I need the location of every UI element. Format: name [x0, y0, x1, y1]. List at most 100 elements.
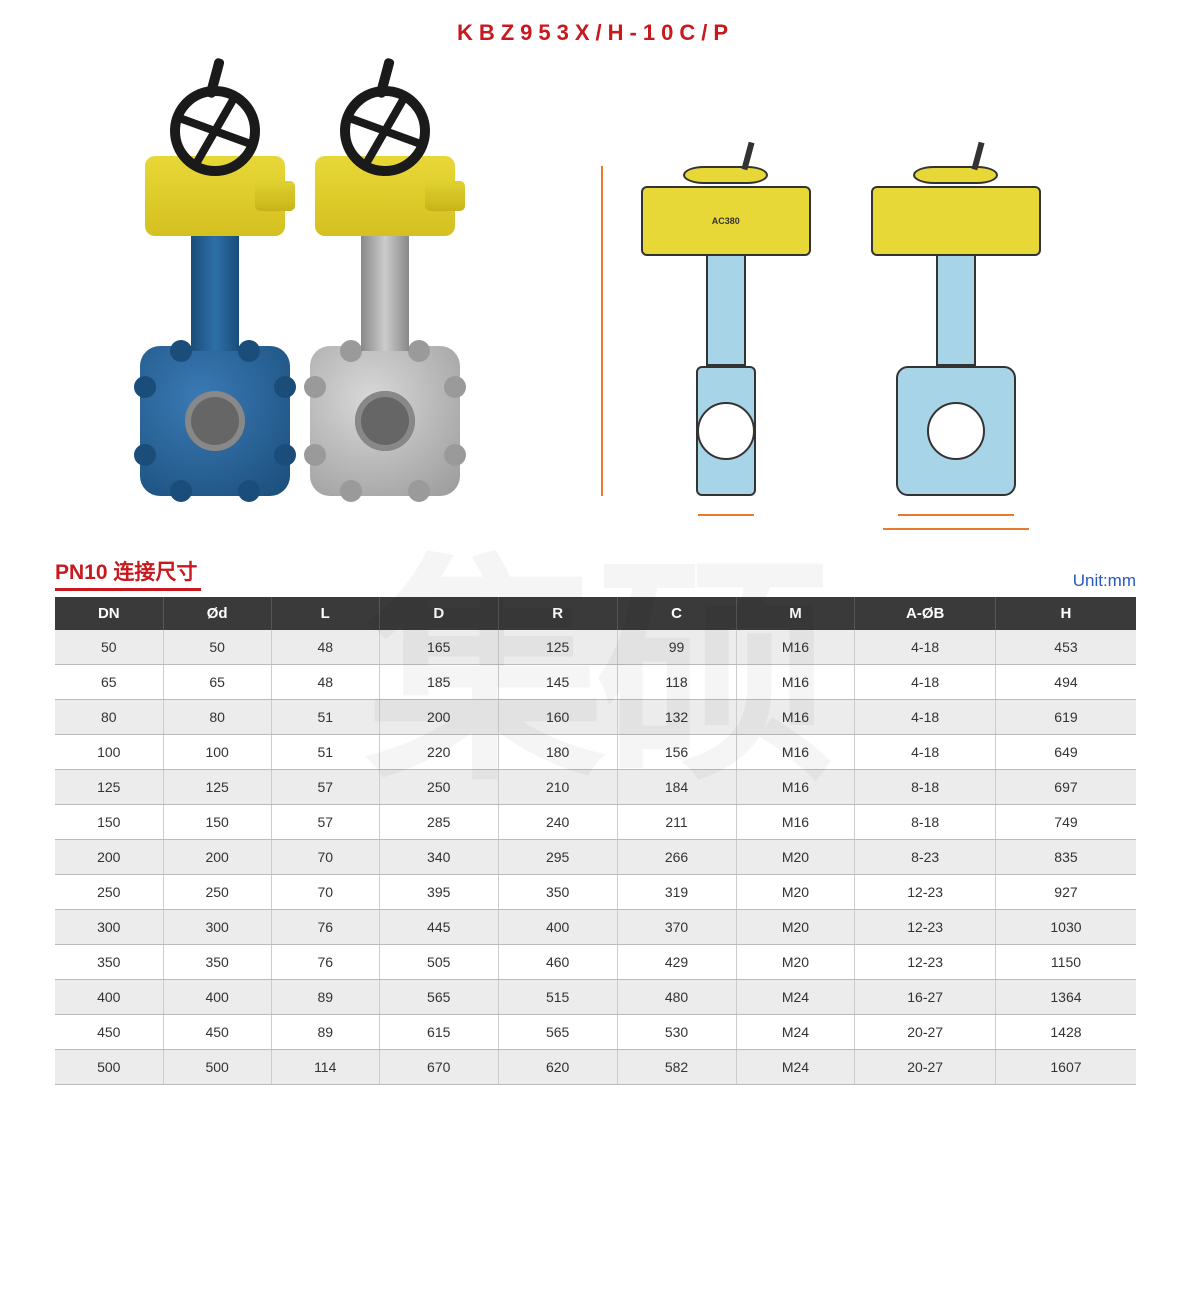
actuator-outline: AC380	[641, 186, 811, 256]
table-title: PN10 连接尺寸	[55, 556, 201, 591]
drawing-group: AC380	[631, 166, 1051, 496]
table-cell: 80	[163, 700, 271, 735]
table-cell: M24	[736, 1050, 855, 1085]
table-cell: M16	[736, 700, 855, 735]
handwheel-outline	[913, 166, 998, 184]
col-header: A-ØB	[855, 597, 996, 630]
table-cell: 100	[163, 735, 271, 770]
dimensions-table: DNØdLDRCMA-ØBH 50504816512599M164-184536…	[55, 597, 1136, 1085]
figure-row: AC380	[55, 76, 1136, 496]
table-cell: 220	[379, 735, 498, 770]
table-cell: 620	[498, 1050, 617, 1085]
table-cell: 57	[271, 770, 379, 805]
table-cell: 530	[617, 1015, 736, 1050]
table-cell: 89	[271, 980, 379, 1015]
table-cell: M24	[736, 980, 855, 1015]
col-header: M	[736, 597, 855, 630]
table-cell: 515	[498, 980, 617, 1015]
product-title: KBZ953X/H-10C/P	[55, 20, 1136, 46]
table-cell: 450	[55, 1015, 163, 1050]
table-cell: M20	[736, 875, 855, 910]
table-cell: 50	[163, 630, 271, 665]
valve-drawing-front	[861, 166, 1051, 496]
table-cell: 4-18	[855, 630, 996, 665]
table-cell: 210	[498, 770, 617, 805]
table-cell: 500	[163, 1050, 271, 1085]
valve-drawing-side: AC380	[631, 166, 821, 496]
table-cell: 350	[163, 945, 271, 980]
table-cell: 400	[498, 910, 617, 945]
table-cell: 340	[379, 840, 498, 875]
actuator-outline	[871, 186, 1041, 256]
table-cell: 1150	[995, 945, 1136, 980]
table-cell: 12-23	[855, 910, 996, 945]
table-cell: 749	[995, 805, 1136, 840]
table-cell: 500	[55, 1050, 163, 1085]
table-cell: 99	[617, 630, 736, 665]
table-cell: 565	[498, 1015, 617, 1050]
table-row: 50504816512599M164-18453	[55, 630, 1136, 665]
valve-render-stainless	[310, 86, 460, 496]
table-cell: 300	[55, 910, 163, 945]
table-cell: M16	[736, 630, 855, 665]
table-cell: 65	[163, 665, 271, 700]
table-cell: 76	[271, 945, 379, 980]
table-cell: 160	[498, 700, 617, 735]
table-cell: 51	[271, 735, 379, 770]
table-cell: 649	[995, 735, 1136, 770]
valve-render-blue	[140, 86, 290, 496]
table-cell: 76	[271, 910, 379, 945]
table-row: 10010051220180156M164-18649	[55, 735, 1136, 770]
table-cell: 150	[55, 805, 163, 840]
table-cell: 350	[498, 875, 617, 910]
table-cell: 57	[271, 805, 379, 840]
table-row: 30030076445400370M2012-231030	[55, 910, 1136, 945]
table-cell: M16	[736, 770, 855, 805]
table-cell: 8-18	[855, 805, 996, 840]
table-cell: 211	[617, 805, 736, 840]
table-cell: 125	[163, 770, 271, 805]
table-cell: 250	[55, 875, 163, 910]
table-cell: 184	[617, 770, 736, 805]
table-cell: 460	[498, 945, 617, 980]
table-cell: 835	[995, 840, 1136, 875]
table-cell: 250	[379, 770, 498, 805]
table-cell: 156	[617, 735, 736, 770]
table-row: 40040089565515480M2416-271364	[55, 980, 1136, 1015]
col-header: D	[379, 597, 498, 630]
table-cell: 4-18	[855, 700, 996, 735]
table-cell: 180	[498, 735, 617, 770]
table-cell: 65	[55, 665, 163, 700]
table-cell: 4-18	[855, 735, 996, 770]
table-cell: 100	[55, 735, 163, 770]
table-cell: 185	[379, 665, 498, 700]
table-cell: M16	[736, 735, 855, 770]
table-cell: 89	[271, 1015, 379, 1050]
table-cell: 295	[498, 840, 617, 875]
unit-label: Unit:mm	[1073, 571, 1136, 591]
table-cell: 619	[995, 700, 1136, 735]
table-header-row: PN10 连接尺寸 Unit:mm	[55, 556, 1136, 591]
valve-body	[140, 346, 290, 496]
table-row: 45045089615565530M2420-271428	[55, 1015, 1136, 1050]
stem-outline	[706, 256, 746, 366]
body-outline	[696, 366, 756, 496]
table-cell: 118	[617, 665, 736, 700]
table-row: 25025070395350319M2012-23927	[55, 875, 1136, 910]
table-cell: 125	[498, 630, 617, 665]
table-cell: 285	[379, 805, 498, 840]
table-cell: 250	[163, 875, 271, 910]
table-cell: 453	[995, 630, 1136, 665]
table-cell: 480	[617, 980, 736, 1015]
table-cell: 48	[271, 630, 379, 665]
table-cell: 16-27	[855, 980, 996, 1015]
table-cell: 20-27	[855, 1050, 996, 1085]
handwheel-icon	[170, 86, 260, 176]
table-cell: 429	[617, 945, 736, 980]
table-cell: 70	[271, 840, 379, 875]
table-cell: 70	[271, 875, 379, 910]
table-row: 656548185145118M164-18494	[55, 665, 1136, 700]
table-cell: 400	[55, 980, 163, 1015]
col-header: H	[995, 597, 1136, 630]
valve-stem	[191, 231, 239, 351]
